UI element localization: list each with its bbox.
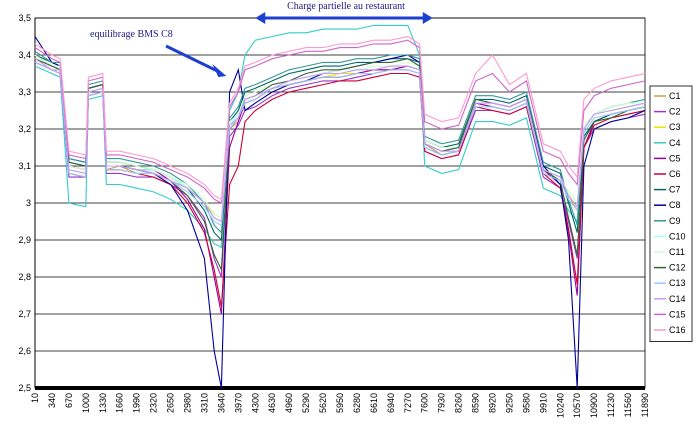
legend: C1 C2 C3 C4 C5 C6 C7 C8 C9 C10 C11 C12 C13 C14 C15 C16	[649, 85, 693, 343]
x-tick-label: 3970	[233, 393, 243, 413]
x-tick-label: 1660	[115, 393, 125, 413]
bms-arrow-head	[212, 64, 227, 77]
series-line-c16	[34, 35, 646, 201]
y-tick-label: 3,4	[18, 50, 31, 60]
x-tick-label: 4300	[250, 393, 260, 413]
annotation-equilibrage-bms: equilibrage BMS C8	[90, 29, 173, 40]
y-tick-label: 3,3	[18, 87, 31, 97]
y-tick-label: 2,8	[18, 272, 31, 282]
x-tick-label: 4960	[284, 393, 294, 413]
x-tick-label: 670	[64, 393, 74, 408]
x-tick-label: 3640	[216, 393, 226, 413]
legend-label: C15	[669, 309, 686, 319]
x-tick-label: 11230	[606, 393, 616, 417]
x-tick-label: 5950	[335, 393, 345, 413]
series-line-c11	[34, 54, 645, 219]
series-line-c8	[34, 36, 646, 389]
x-tick-label: 9580	[521, 393, 531, 413]
y-axis: 2,5 2,6 2,7 2,8 2,9 3 3,1 3,2 3,3 3,4 3,5	[18, 13, 36, 393]
series-line-c9	[34, 50, 646, 234]
double-arrow-head-left	[255, 12, 266, 24]
series-line-c1	[34, 54, 646, 223]
annotation-charge-partielle: Charge partielle au restaurant	[287, 1, 405, 12]
x-tick-label: 7270	[403, 393, 413, 413]
x-tick-label: 10240	[555, 393, 565, 418]
series-line-c15	[34, 39, 646, 204]
legend-label: C9	[669, 216, 681, 226]
legend-label: C5	[669, 153, 681, 163]
x-tick-label: 3310	[199, 393, 209, 413]
x-tick-label: 340	[47, 393, 57, 408]
series-lines	[34, 24, 646, 389]
x-tick-label: 6610	[369, 393, 379, 413]
y-tick-label: 3,2	[18, 124, 31, 134]
series-line-c6	[34, 61, 646, 307]
series-line-c2	[34, 61, 646, 278]
x-tick-label: 2980	[183, 393, 193, 413]
x-tick-label: 8920	[488, 393, 498, 413]
series-line-c4	[34, 24, 646, 249]
x-tick-label: 10	[30, 393, 40, 403]
legend-label: C3	[669, 122, 681, 132]
legend-label: C4	[669, 138, 681, 148]
series-line-c14	[34, 58, 646, 223]
y-tick-label: 2,6	[18, 346, 31, 356]
y-tick-label: 3	[26, 198, 31, 208]
legend-label: C16	[669, 325, 686, 335]
series-line-c10	[34, 58, 646, 223]
double-arrow-head-right	[422, 12, 433, 24]
legend-label: C1	[669, 91, 681, 101]
series-line-c13	[34, 61, 646, 227]
legend-label: C6	[669, 169, 681, 179]
x-tick-label: 4630	[267, 393, 277, 413]
x-tick-label: 5620	[318, 393, 328, 413]
legend-label: C13	[669, 278, 686, 288]
x-tick-label: 9910	[538, 393, 548, 413]
x-tick-label: 8590	[471, 393, 481, 413]
x-tick-label: 2320	[149, 393, 159, 413]
x-tick-label: 1330	[98, 393, 108, 413]
legend-label: C11	[669, 247, 685, 257]
x-tick-label: 11560	[623, 393, 633, 417]
y-tick-label: 3,1	[18, 161, 31, 171]
legend-label: C2	[669, 107, 681, 117]
x-tick-label: 1000	[81, 393, 91, 413]
bms-arrow-shaft	[165, 44, 218, 73]
x-tick-label: 11890	[640, 393, 650, 417]
x-tick-label: 6280	[352, 393, 362, 413]
series-line-c3	[34, 58, 646, 219]
legend-label: C8	[669, 200, 681, 210]
x-tick-label: 8260	[454, 393, 464, 413]
x-tick-label: 7600	[420, 393, 430, 413]
legend-label: C7	[669, 185, 681, 195]
legend-label: C10	[669, 231, 686, 241]
x-tick-label: 1990	[132, 393, 142, 413]
x-tick-label: 5290	[301, 393, 311, 413]
x-axis: 10 340 670 1000 1330 1660 1990 2320 2650 2980 3310…	[30, 386, 650, 418]
x-tick-label: 2650	[166, 393, 176, 413]
x-tick-label: 9250	[504, 393, 514, 413]
legend-label: C12	[669, 263, 686, 273]
x-tick-label: 10570	[572, 393, 582, 418]
y-tick-label: 2,9	[18, 235, 31, 245]
y-tick-label: 2,5	[18, 383, 31, 393]
series-line-c7	[34, 54, 646, 242]
y-tick-label: 2,7	[18, 309, 31, 319]
annotations: Charge partielle au restaurant equilibra…	[90, 1, 433, 77]
legend-label: C14	[669, 294, 686, 304]
x-tick-label: 6940	[386, 393, 396, 413]
x-tick-label: 7930	[437, 393, 447, 413]
x-tick-label: 10900	[589, 393, 599, 418]
y-tick-label: 3,5	[18, 13, 31, 23]
